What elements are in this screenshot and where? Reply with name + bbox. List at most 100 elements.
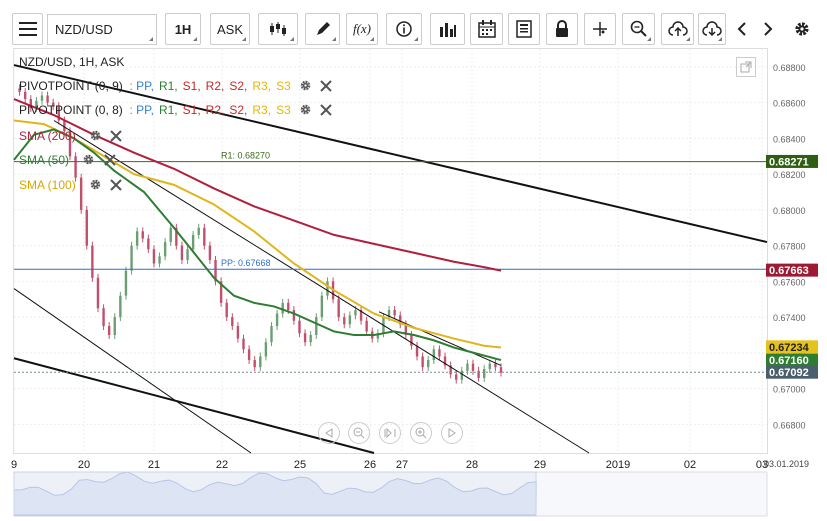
zoom-out-button[interactable]	[348, 422, 370, 444]
legend-sma-200-settings[interactable]	[89, 129, 102, 145]
gear-icon	[300, 104, 311, 115]
function-button[interactable]: f(x)	[346, 13, 378, 45]
candle	[29, 99, 32, 108]
legend-pivot-item-r1: R1,	[158, 79, 178, 94]
legend-sma-50-settings[interactable]	[82, 153, 95, 169]
candle	[79, 177, 83, 210]
nav-right-button[interactable]	[441, 422, 463, 444]
candle	[404, 324, 408, 336]
candle	[365, 320, 368, 332]
zoom-button[interactable]	[622, 13, 655, 45]
legend-sma-100-close[interactable]	[110, 178, 123, 194]
price-type-button[interactable]: ASK	[210, 13, 250, 45]
candle	[23, 91, 27, 100]
candle	[438, 349, 441, 357]
candle	[494, 363, 497, 368]
settings-button[interactable]	[788, 13, 816, 45]
price-badge-label: 0.67160	[769, 355, 809, 367]
price-badge	[766, 365, 818, 379]
trend-line	[13, 64, 768, 244]
zoom-in-button[interactable]	[410, 422, 432, 444]
symbol-input[interactable]: NZD/USD	[47, 14, 157, 45]
legend-pivot-1-settings[interactable]	[299, 79, 312, 95]
close-icon	[320, 79, 333, 92]
candle	[348, 315, 352, 325]
legend-pivot-2-close[interactable]	[320, 103, 333, 119]
chevron-left-icon	[737, 22, 746, 36]
info-button[interactable]	[386, 13, 422, 45]
legend-sma-200-close[interactable]	[110, 129, 123, 145]
candle	[410, 335, 413, 346]
legend-pivot-1-label: PIVOTPOINT (0, 9)	[19, 79, 123, 94]
calendar-button[interactable]	[470, 13, 503, 45]
legend-pivot-item-r3: R3,	[252, 103, 272, 118]
candlestick-icon	[270, 22, 286, 36]
candle	[259, 356, 262, 368]
candle	[359, 309, 363, 321]
fullscreen-button[interactable]	[736, 57, 756, 77]
close-icon	[110, 178, 123, 191]
close-icon	[103, 153, 116, 166]
legend-pivot-item-r2: R2,	[205, 103, 225, 118]
candle	[68, 131, 72, 157]
scroll-left-button[interactable]	[730, 13, 754, 45]
y-tick-label: 0.68200	[773, 170, 806, 180]
timeframe-button[interactable]: 1H	[165, 13, 201, 45]
legend-sma-50-close[interactable]	[103, 153, 116, 169]
upload-button[interactable]	[661, 13, 694, 45]
scroll-right-button[interactable]	[756, 13, 780, 45]
crosshair-button[interactable]	[584, 13, 616, 45]
zoom-out-icon	[353, 427, 365, 439]
legend-pivot-item-s3: S3	[276, 103, 291, 118]
candle	[119, 295, 122, 318]
date-label: 03.01.2019	[764, 459, 809, 469]
report-button[interactable]	[508, 13, 540, 45]
candle	[460, 370, 464, 380]
volume-button[interactable]	[430, 13, 465, 45]
chevron-right-icon	[764, 22, 773, 36]
zoom-in-icon	[415, 427, 427, 439]
cloud-upload-icon	[667, 21, 688, 36]
candle	[169, 227, 172, 243]
legend-sma-50: SMA (50)	[19, 153, 116, 169]
chart-type-button[interactable]	[258, 13, 298, 45]
trend-line	[53, 120, 590, 454]
bar-chart-icon	[439, 23, 456, 37]
candle	[208, 245, 212, 260]
y-tick-label: 0.67800	[773, 242, 806, 252]
candle	[488, 363, 492, 369]
reset-zoom-button[interactable]	[379, 422, 401, 444]
function-icon: f(x)	[352, 21, 372, 36]
legend-pivot-1-close[interactable]	[320, 79, 333, 95]
menu-button[interactable]	[12, 13, 43, 45]
toolbar: NZD/USD 1H ASK f(x)	[0, 0, 827, 62]
candle	[107, 326, 111, 336]
legend-pivot-2-settings[interactable]	[299, 103, 312, 119]
chart-area[interactable]	[13, 48, 768, 454]
magnifier-icon	[630, 20, 647, 37]
x-tick-label: 25	[294, 459, 306, 471]
download-button[interactable]	[698, 13, 726, 45]
legend-pivot-item-s3: S3	[276, 79, 291, 94]
chart-title: NZD/USD, 1H, ASK	[19, 55, 125, 69]
candle	[40, 95, 44, 101]
candle	[175, 227, 178, 246]
lock-button[interactable]	[546, 13, 578, 45]
candle	[264, 342, 268, 357]
trend-line	[13, 288, 252, 454]
x-tick-label: 9	[11, 459, 17, 471]
x-tick-label: 29	[534, 459, 546, 471]
candle	[141, 231, 144, 239]
navigator-window	[13, 471, 537, 517]
timeframe-label: 1H	[174, 21, 192, 37]
draw-tool-button[interactable]	[305, 13, 340, 45]
price-badge-label: 0.68271	[769, 156, 809, 168]
candle	[320, 295, 324, 318]
nav-left-button[interactable]	[318, 422, 340, 444]
triangle-left-icon	[325, 428, 333, 438]
candle	[113, 317, 116, 336]
legend-sma-100-settings[interactable]	[89, 178, 102, 194]
y-tick-label: 0.67600	[773, 277, 806, 287]
candle	[499, 367, 503, 373]
